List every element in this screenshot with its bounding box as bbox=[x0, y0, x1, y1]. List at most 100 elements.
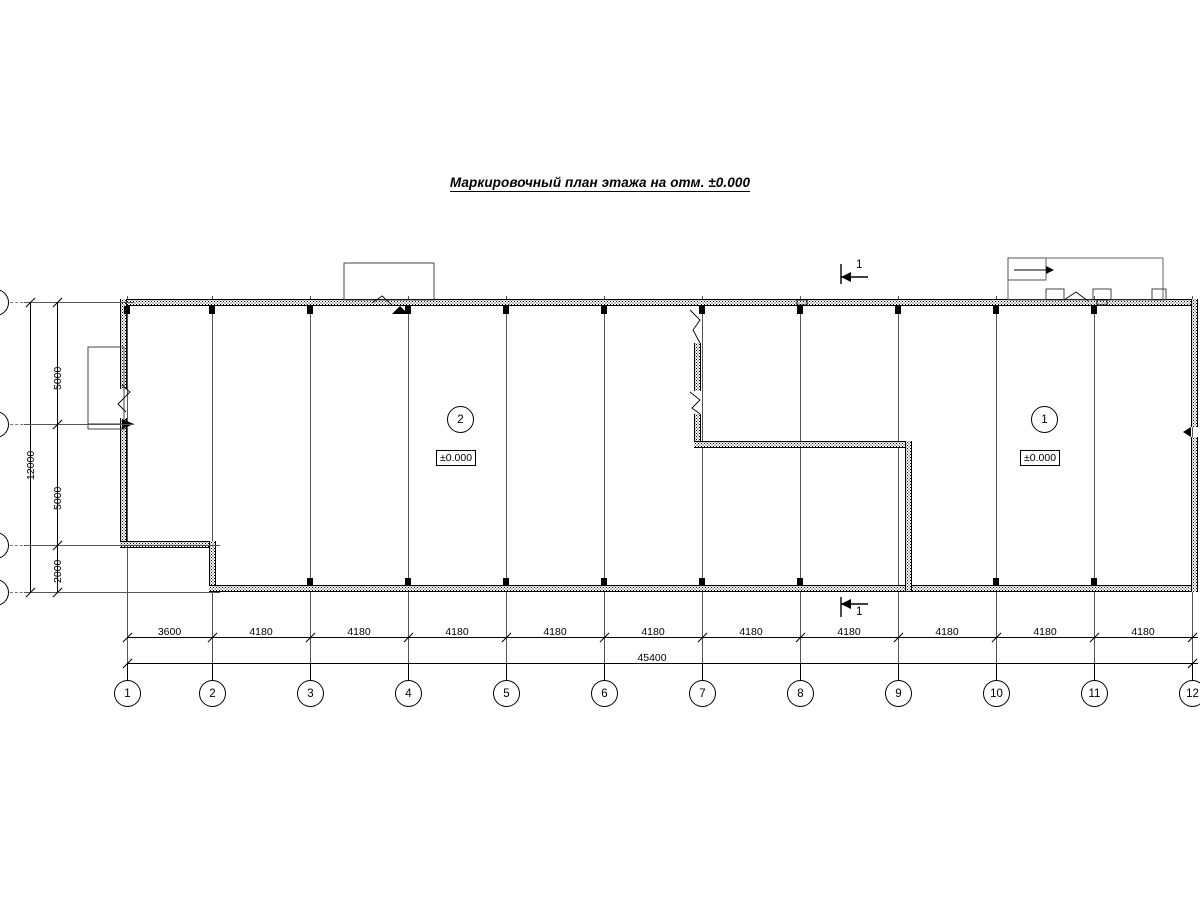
axis-bubble-12[interactable]: 12 bbox=[1179, 680, 1200, 707]
wall-partition-horizontal bbox=[694, 441, 912, 448]
dim-left-bay-1: 5000 bbox=[52, 366, 64, 390]
column-marker-top bbox=[405, 306, 411, 314]
room-level-1-value: ±0.000 bbox=[1024, 452, 1057, 464]
dim-left-overall: 12000 bbox=[25, 450, 37, 480]
wall-partition-right bbox=[905, 441, 912, 591]
door-marker-right bbox=[1183, 427, 1191, 437]
column-marker-top bbox=[895, 306, 901, 314]
axis-bubble-9-label: 9 bbox=[895, 687, 902, 700]
column-marker-bottom bbox=[993, 578, 999, 586]
axis-bubble-1[interactable]: 1 bbox=[114, 680, 141, 707]
dim-left-bay-2: 5000 bbox=[52, 486, 64, 510]
axis-line-1 bbox=[127, 296, 128, 681]
wall-exterior-right-lower bbox=[1191, 437, 1198, 592]
axis-line-8 bbox=[800, 296, 801, 681]
dim-chain-left-inner bbox=[57, 302, 58, 592]
wall-exterior-top-left bbox=[120, 299, 700, 306]
axis-bubble-9[interactable]: 9 bbox=[885, 680, 912, 707]
column-marker-bottom bbox=[307, 578, 313, 586]
wall-exterior-left-lower bbox=[120, 418, 127, 548]
column-marker-bottom bbox=[405, 578, 411, 586]
axis-stem bbox=[604, 663, 605, 681]
column-marker-top bbox=[209, 306, 215, 314]
axis-bubble-8-label: 8 bbox=[797, 687, 804, 700]
room-tag-1[interactable]: 1 bbox=[1031, 406, 1058, 433]
dim-bottom-bay-9: 4180 bbox=[935, 626, 959, 638]
plan-title-text: Маркировочный план этажа на отм. ±0.000 bbox=[449, 175, 751, 192]
axis-bubble-7[interactable]: 7 bbox=[689, 680, 716, 707]
axis-bubble-1-label: 1 bbox=[124, 687, 131, 700]
porch-left bbox=[87, 346, 125, 430]
column-marker-top bbox=[124, 306, 130, 314]
porch-top-right bbox=[1007, 257, 1164, 301]
axis-bubble-4[interactable]: 4 bbox=[395, 680, 422, 707]
column-marker-top bbox=[307, 306, 313, 314]
axis-stem bbox=[506, 663, 507, 681]
dim-bottom-bay-8: 4180 bbox=[837, 626, 861, 638]
axis-bubble-8[interactable]: 8 bbox=[787, 680, 814, 707]
axis-bubble-11-label: 11 bbox=[1088, 687, 1101, 700]
column-marker-bottom bbox=[699, 578, 705, 586]
break-line-partition-top bbox=[689, 309, 701, 344]
axis-bubble-left-A[interactable] bbox=[0, 289, 9, 316]
axis-bubble-10[interactable]: 10 bbox=[983, 680, 1010, 707]
room-tag-2-label: 2 bbox=[457, 413, 464, 426]
axis-stem bbox=[1192, 663, 1193, 681]
canopy-top-left bbox=[343, 262, 435, 301]
dim-chain-left-outer bbox=[30, 302, 31, 592]
axis-line-10 bbox=[996, 296, 997, 681]
dim-bottom-bay-4: 4180 bbox=[445, 626, 469, 638]
axis-line-11 bbox=[1094, 296, 1095, 681]
column-marker-bottom bbox=[1091, 578, 1097, 586]
stair-direction-arrow bbox=[1014, 266, 1054, 274]
axis-bubble-3-label: 3 bbox=[307, 687, 314, 700]
axis-line-7 bbox=[702, 296, 703, 681]
wall-partition-vertical-lower bbox=[694, 414, 701, 447]
axis-bubble-2-label: 2 bbox=[209, 687, 216, 700]
axis-bubble-left-D[interactable] bbox=[0, 579, 9, 606]
break-line-partition-mid bbox=[689, 391, 701, 415]
room-tag-1-label: 1 bbox=[1041, 413, 1048, 426]
section-label-bottom: 1 bbox=[856, 606, 863, 618]
axis-line-5 bbox=[506, 296, 507, 681]
axis-line-4 bbox=[408, 296, 409, 681]
room-level-2-value: ±0.000 bbox=[440, 452, 473, 464]
column-marker-bottom bbox=[797, 578, 803, 586]
axis-bubble-3[interactable]: 3 bbox=[297, 680, 324, 707]
axis-bubble-2[interactable]: 2 bbox=[199, 680, 226, 707]
wall-exterior-step-vertical bbox=[209, 541, 216, 589]
dim-bottom-bay-5: 4180 bbox=[543, 626, 567, 638]
dim-extension-left bbox=[24, 592, 220, 593]
axis-stem bbox=[800, 663, 801, 681]
axis-stem bbox=[1094, 663, 1095, 681]
axis-bubble-7-label: 7 bbox=[699, 687, 706, 700]
section-marker-bottom bbox=[840, 597, 868, 617]
dim-bottom-overall: 45400 bbox=[637, 652, 667, 664]
page-title: Маркировочный план этажа на отм. ±0.000 bbox=[0, 175, 1200, 192]
axis-bubble-10-label: 10 bbox=[990, 687, 1003, 700]
axis-bubble-left-B[interactable] bbox=[0, 411, 9, 438]
axis-stem bbox=[996, 663, 997, 681]
room-tag-2[interactable]: 2 bbox=[447, 406, 474, 433]
axis-bubble-5[interactable]: 5 bbox=[493, 680, 520, 707]
axis-stem bbox=[898, 663, 899, 681]
axis-line-2 bbox=[212, 296, 213, 681]
axis-bubble-left-C[interactable] bbox=[0, 532, 9, 559]
wall-partition-vertical-upper bbox=[694, 343, 701, 391]
axis-bubble-11[interactable]: 11 bbox=[1081, 680, 1108, 707]
dim-bottom-bay-3: 4180 bbox=[347, 626, 371, 638]
dim-bottom-bay-10: 4180 bbox=[1033, 626, 1057, 638]
column-marker-bottom bbox=[601, 578, 607, 586]
dim-bottom-bay-1: 3600 bbox=[157, 626, 182, 638]
axis-stem bbox=[127, 663, 128, 681]
wall-exterior-top-right bbox=[700, 299, 1198, 306]
wall-exterior-left-upper bbox=[120, 299, 127, 389]
room-level-1: ±0.000 bbox=[1020, 450, 1061, 467]
axis-bubble-6[interactable]: 6 bbox=[591, 680, 618, 707]
dim-extension-left bbox=[24, 545, 220, 546]
column-marker-bottom bbox=[503, 578, 509, 586]
axis-bubble-5-label: 5 bbox=[503, 687, 510, 700]
dim-extension-left bbox=[24, 424, 134, 425]
axis-stem bbox=[702, 663, 703, 681]
